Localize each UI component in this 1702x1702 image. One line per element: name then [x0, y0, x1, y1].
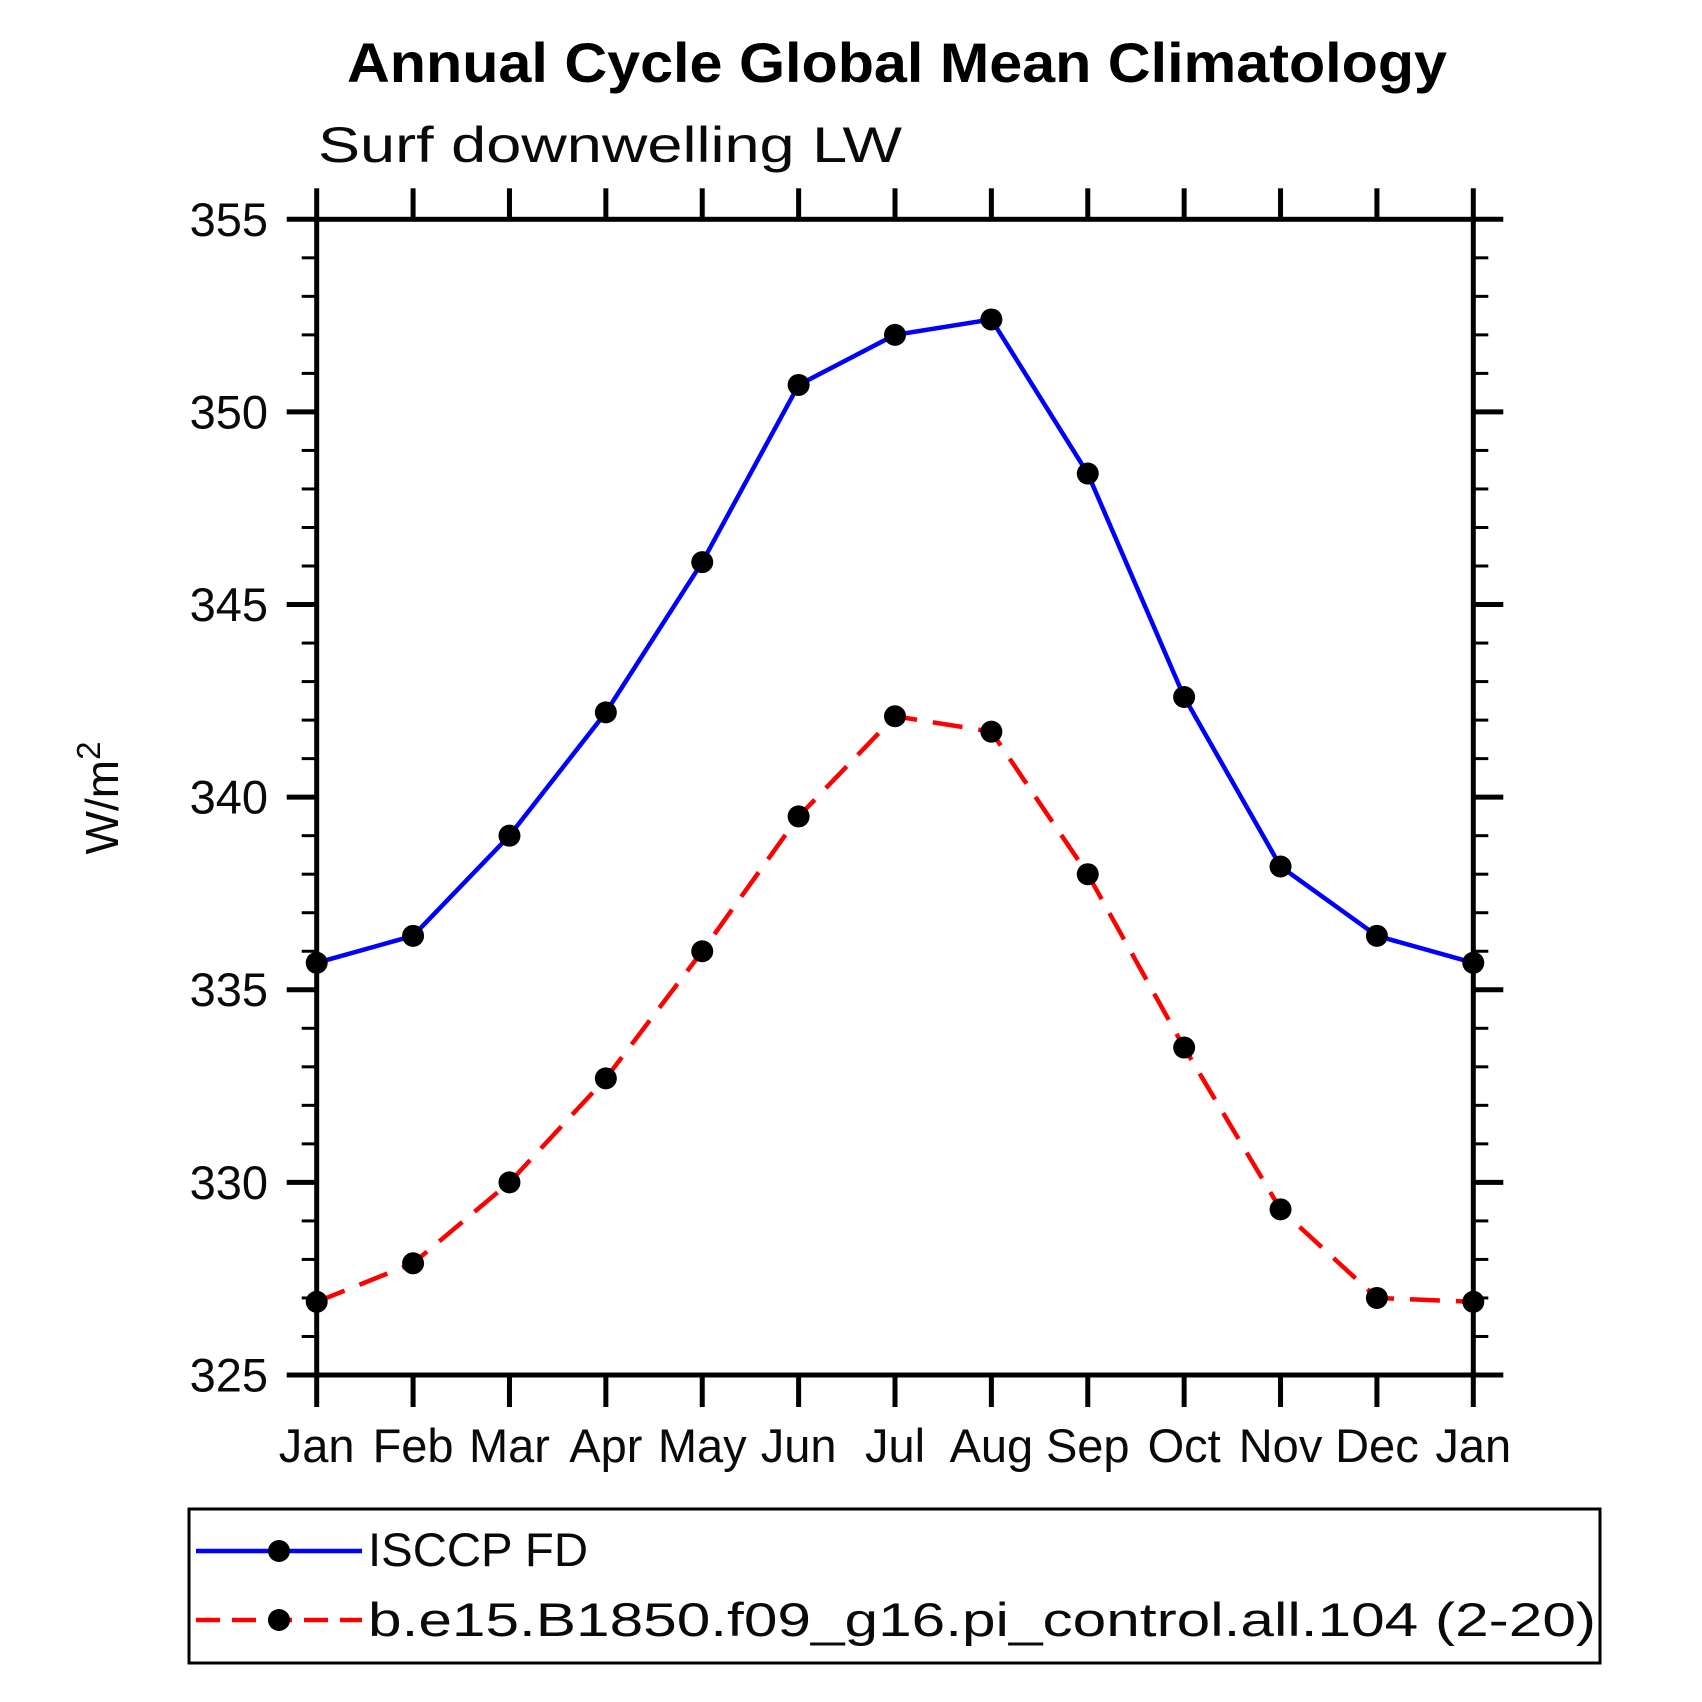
- y-tick-label: 350: [190, 385, 268, 438]
- chart-subtitle: Surf downwelling LW: [318, 117, 903, 173]
- x-tick-label: May: [658, 1419, 747, 1472]
- data-point-0: [402, 924, 425, 947]
- data-point-1: [1173, 1036, 1196, 1059]
- y-tick-label: 325: [190, 1348, 268, 1401]
- legend-label-model: b.e15.B1850.f09_g16.pi_control.all.104 (…: [368, 1593, 1596, 1646]
- data-point-1: [402, 1252, 425, 1275]
- x-axis-ticks: [314, 188, 1476, 1407]
- data-point-1: [594, 1067, 617, 1090]
- plot-frame: [314, 216, 1476, 1378]
- x-tick-label: Jan: [1435, 1419, 1511, 1472]
- data-point-0: [787, 373, 810, 396]
- data-point-1: [884, 705, 906, 728]
- data-point-1: [1269, 1198, 1292, 1221]
- data-point-1: [1076, 863, 1099, 886]
- data-point-0: [305, 951, 328, 974]
- data-point-1: [305, 1290, 328, 1313]
- data-point-1: [980, 720, 1003, 743]
- y-axis-ticks: [286, 216, 1504, 1378]
- y-tick-label: 345: [190, 578, 268, 631]
- y-tick-label: 355: [190, 193, 268, 246]
- series-line-1: [315, 713, 1474, 1305]
- data-point-0: [498, 824, 521, 847]
- legend-marker-1: [268, 1609, 290, 1631]
- y-tick-label: 330: [190, 1156, 268, 1209]
- x-tick-label: Mar: [469, 1419, 550, 1472]
- y-axis-label-exponent: 2: [70, 742, 107, 760]
- legend-box: [187, 1507, 1602, 1665]
- x-tick-labels: Jan Feb Mar Apr May Jun Jul Aug Sep Oct Nov Dec Jan: [279, 1419, 1511, 1472]
- legend-marker-0: [268, 1540, 290, 1562]
- legend-label-isccp: ISCCP FD: [368, 1523, 588, 1576]
- data-point-0: [1269, 855, 1292, 878]
- series-line-0: [316, 317, 1474, 965]
- data-point-0: [1462, 951, 1485, 974]
- data-point-0: [1076, 462, 1099, 485]
- y-tick-labels: 355 350 345 340 335 330 325: [190, 193, 268, 1402]
- y-axis-label: W/m2: [70, 742, 128, 855]
- data-point-1: [1462, 1290, 1485, 1313]
- x-tick-label: Aug: [950, 1419, 1034, 1472]
- x-tick-label: Oct: [1148, 1419, 1221, 1472]
- data-point-1: [1365, 1286, 1388, 1309]
- x-tick-label: Dec: [1335, 1419, 1419, 1472]
- y-tick-label: 340: [190, 771, 268, 824]
- x-tick-label: Jul: [865, 1419, 925, 1472]
- x-tick-label: Jun: [761, 1419, 837, 1472]
- data-point-1: [787, 805, 810, 828]
- chart-title: Annual Cycle Global Mean Climatology: [347, 31, 1447, 94]
- x-tick-label: Sep: [1046, 1419, 1130, 1472]
- data-point-0: [691, 551, 714, 574]
- data-point-0: [980, 308, 1003, 331]
- data-point-1: [498, 1171, 521, 1194]
- y-tick-label: 335: [190, 963, 268, 1016]
- x-tick-label: Apr: [569, 1419, 642, 1472]
- data-point-1: [691, 940, 714, 963]
- data-point-0: [1173, 685, 1196, 708]
- x-tick-label: Jan: [279, 1419, 355, 1472]
- legend-glyphs: [196, 1540, 362, 1631]
- x-tick-label: Feb: [373, 1419, 454, 1472]
- data-point-0: [1365, 924, 1388, 947]
- data-point-0: [594, 701, 617, 724]
- x-tick-label: Nov: [1239, 1419, 1323, 1472]
- data-point-0: [884, 323, 906, 346]
- y-axis-label-unit: W/m: [76, 760, 128, 855]
- series-lines: [305, 308, 1485, 1313]
